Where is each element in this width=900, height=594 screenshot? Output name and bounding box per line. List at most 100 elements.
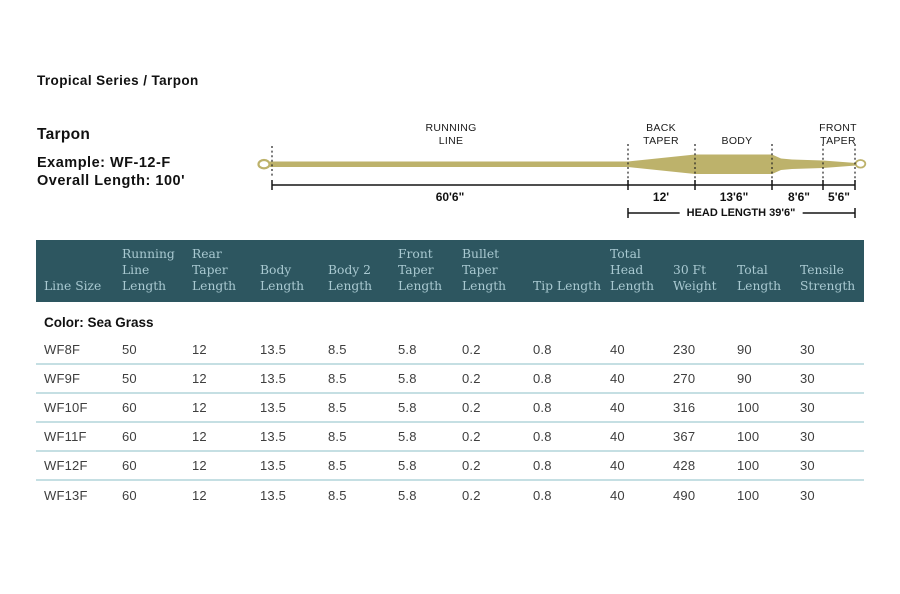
table-cell: 13.5 [260, 488, 287, 503]
table-row: WF9F 50 12 13.5 8.5 5.8 0.2 0.8 40 270 90 30 [36, 365, 864, 394]
table-cell: 30 [800, 488, 815, 503]
line-loop-left-icon [257, 158, 271, 170]
product-example: Example: WF-12-F [37, 155, 171, 171]
head-length-label: HEAD LENGTH 39'6" [679, 206, 803, 220]
table-cell: 5.8 [398, 458, 417, 473]
table-cell: 100 [737, 488, 760, 503]
column-header: Body 2 Length [328, 263, 373, 293]
column-header: Body Length [260, 263, 305, 293]
table-cell: 0.2 [462, 458, 481, 473]
table-cell: 0.8 [533, 458, 552, 473]
color-label: Color: Sea Grass [44, 314, 154, 330]
section-label-back-taper: BACK TAPER [643, 122, 679, 147]
table-cell: 270 [673, 371, 696, 386]
table-body: WF8F 50 12 13.5 8.5 5.8 0.2 0.8 40 230 90 30 WF9F 50 1… [36, 336, 864, 510]
table-cell: 12 [192, 429, 207, 444]
table-cell: 40 [610, 342, 625, 357]
section-label-running-line: RUNNING LINE [425, 122, 477, 147]
page-title: Tarpon [37, 126, 91, 143]
table-cell: 13.5 [260, 458, 287, 473]
table-cell: 60 [122, 400, 137, 415]
breadcrumb[interactable]: Tropical Series / Tarpon [37, 73, 199, 88]
table-cell: 60 [122, 429, 137, 444]
measurement-body: 13'6" [719, 190, 749, 204]
column-header: Bullet Taper Length [462, 247, 507, 293]
table-cell: 60 [122, 458, 137, 473]
table-cell: 316 [673, 400, 696, 415]
table-cell: 90 [737, 371, 752, 386]
table-cell: 12 [192, 400, 207, 415]
table-cell: 12 [192, 458, 207, 473]
line-profile-shape [270, 154, 856, 174]
table-cell: WF11F [44, 429, 87, 444]
section-label-body: BODY [721, 134, 753, 147]
spec-table: Line Size Running Line Length Rear Taper L… [36, 240, 864, 510]
table-cell: 12 [192, 371, 207, 386]
product-overall-length: Overall Length: 100' [37, 173, 186, 189]
table-cell: WF13F [44, 488, 88, 503]
table-cell: 12 [192, 488, 207, 503]
measurement-back-taper: 12' [652, 190, 670, 204]
column-header: Line Size [44, 279, 102, 293]
table-cell: 5.8 [398, 429, 417, 444]
table-cell: 8.5 [328, 488, 347, 503]
section-label-front-taper: FRONT TAPER [819, 122, 857, 147]
table-cell: 13.5 [260, 429, 287, 444]
table-cell: 13.5 [260, 371, 287, 386]
column-header: Rear Taper Length [192, 247, 237, 293]
table-cell: 50 [122, 342, 137, 357]
table-cell: 0.2 [462, 429, 481, 444]
table-cell: 5.8 [398, 488, 417, 503]
table-cell: 12 [192, 342, 207, 357]
table-cell: 0.2 [462, 342, 481, 357]
table-cell: 0.8 [533, 400, 552, 415]
table-cell: 100 [737, 429, 760, 444]
table-cell: 30 [800, 400, 815, 415]
table-cell: WF8F [44, 342, 81, 357]
table-cell: 0.2 [462, 400, 481, 415]
line-loop-right-icon [854, 159, 867, 169]
table-cell: WF10F [44, 400, 88, 415]
column-header: Front Taper Length [398, 247, 443, 293]
table-cell: 0.8 [533, 429, 552, 444]
table-cell: 40 [610, 429, 625, 444]
table-cell: 40 [610, 400, 625, 415]
table-cell: 230 [673, 342, 696, 357]
table-cell: WF12F [44, 458, 88, 473]
table-cell: 90 [737, 342, 752, 357]
table-cell: 30 [800, 429, 815, 444]
table-header-row: Line Size Running Line Length Rear Taper L… [36, 240, 864, 302]
table-cell: 40 [610, 371, 625, 386]
table-cell: 5.8 [398, 342, 417, 357]
table-row: WF10F 60 12 13.5 8.5 5.8 0.2 0.8 40 316 100 30 [36, 394, 864, 423]
measurement-front-taper: 5'6" [828, 190, 850, 204]
table-cell: 60 [122, 488, 137, 503]
table-cell: 490 [673, 488, 696, 503]
table-cell: 0.8 [533, 371, 552, 386]
table-row: WF13F 60 12 13.5 8.5 5.8 0.2 0.8 40 490 100 30 [36, 481, 864, 510]
column-header: 30 Ft Weight [673, 263, 717, 293]
table-cell: 0.8 [533, 342, 552, 357]
table-cell: 40 [610, 488, 625, 503]
table-row: WF11F 60 12 13.5 8.5 5.8 0.2 0.8 40 367 100 30 [36, 423, 864, 452]
column-header: Running Line Length [122, 247, 175, 293]
table-cell: 0.2 [462, 488, 481, 503]
table-cell: WF9F [44, 371, 81, 386]
table-cell: 367 [673, 429, 696, 444]
table-cell: 50 [122, 371, 137, 386]
table-cell: 5.8 [398, 400, 417, 415]
table-cell: 8.5 [328, 371, 347, 386]
table-cell: 8.5 [328, 458, 347, 473]
table-cell: 40 [610, 458, 625, 473]
table-cell: 13.5 [260, 400, 287, 415]
table-cell: 13.5 [260, 342, 287, 357]
measurement-rear-front: 8'6" [788, 190, 810, 204]
column-header: Tip Length [533, 279, 602, 293]
column-header: Tensile Strength [800, 263, 856, 293]
table-cell: 428 [673, 458, 696, 473]
column-header: Total Head Length [610, 247, 655, 293]
table-cell: 0.8 [533, 488, 552, 503]
table-cell: 100 [737, 400, 760, 415]
column-header: Total Length [737, 263, 782, 293]
